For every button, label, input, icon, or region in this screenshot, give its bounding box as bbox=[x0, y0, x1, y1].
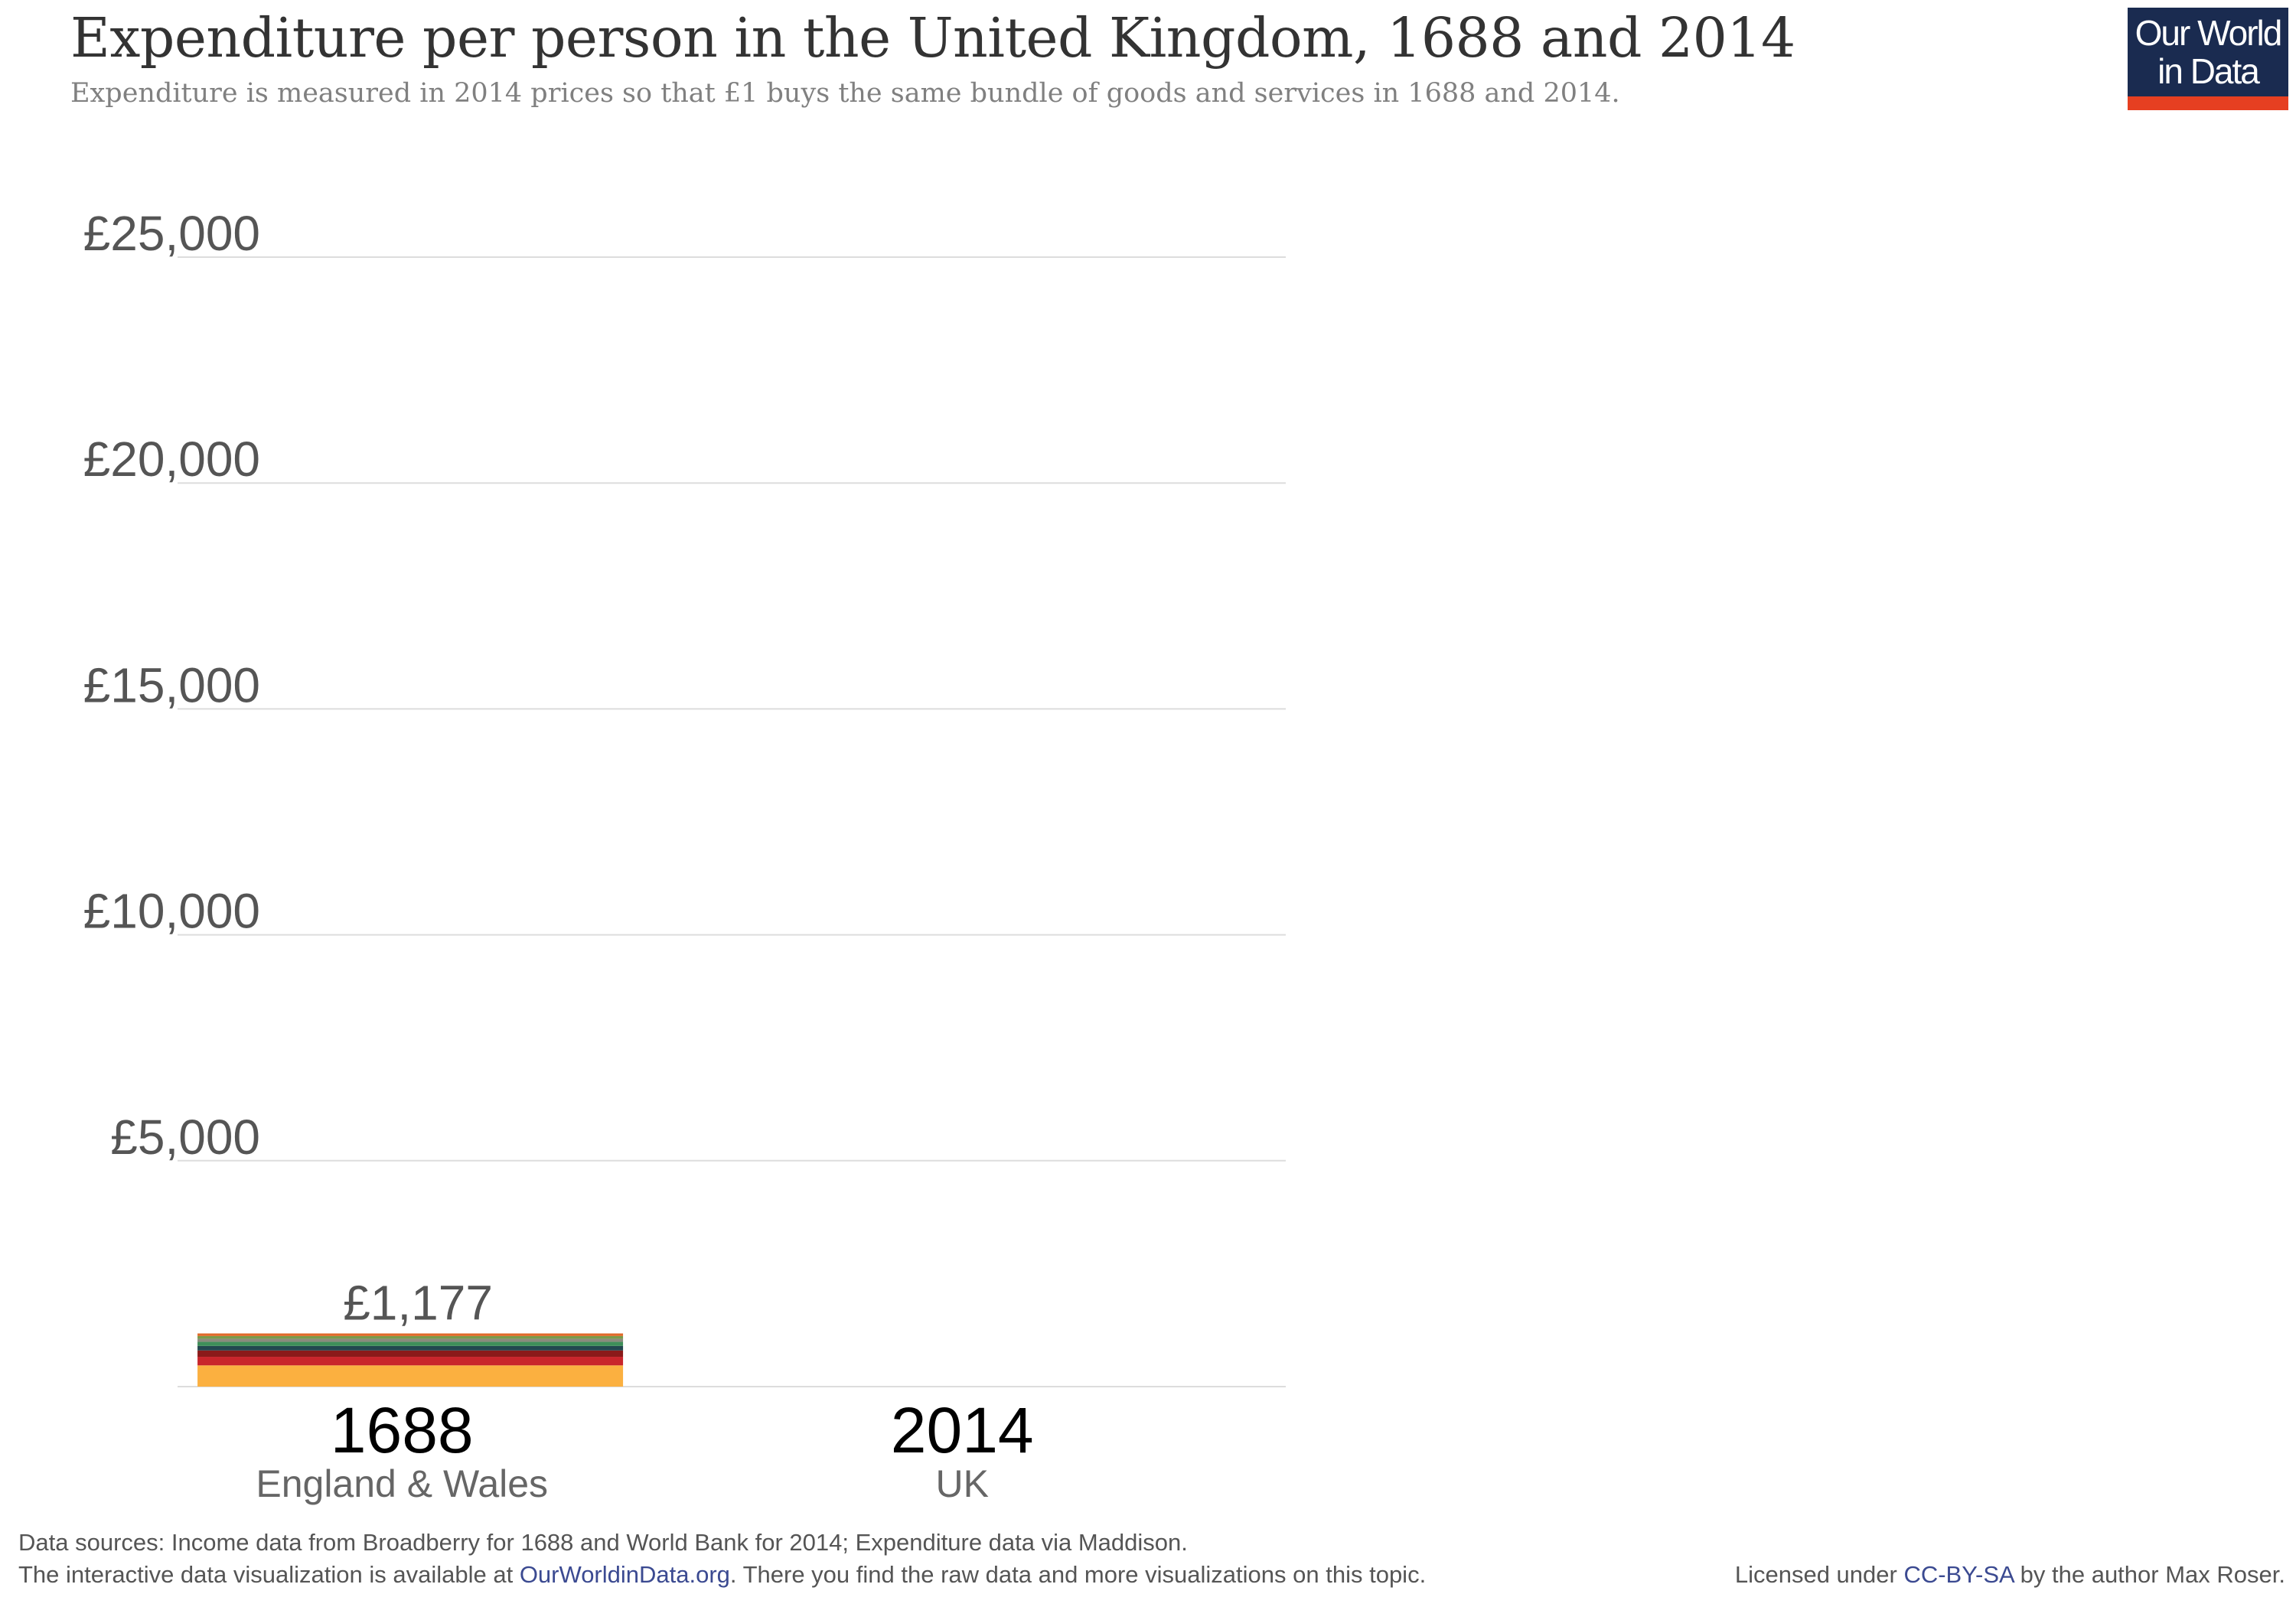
footer-interactive-suffix: . There you find the raw data and more v… bbox=[729, 1561, 1427, 1588]
footer-license-prefix: Licensed under bbox=[1734, 1561, 1904, 1588]
footer-interactive: The interactive data visualization is av… bbox=[18, 1561, 1426, 1589]
footer-license-suffix: by the author Max Roser. bbox=[2014, 1561, 2285, 1588]
bar-segment bbox=[197, 1335, 624, 1339]
logo-line-1: Our World bbox=[2135, 13, 2283, 53]
y-tick-label: £10,000 bbox=[83, 884, 260, 939]
license-link[interactable]: CC-BY-SA bbox=[1903, 1561, 2014, 1588]
chart-subtitle: Expenditure is measured in 2014 prices s… bbox=[70, 78, 1620, 109]
x-category-label: 1688 bbox=[331, 1394, 474, 1466]
y-tick-label: £15,000 bbox=[83, 657, 260, 712]
y-tick-label: £20,000 bbox=[83, 432, 260, 487]
logo-line-2: in Data bbox=[2157, 51, 2260, 91]
footer-interactive-prefix: The interactive data visualization is av… bbox=[18, 1561, 520, 1588]
owid-logo[interactable]: Our World in Data bbox=[2128, 8, 2288, 110]
x-category-sublabel: England & Wales bbox=[256, 1462, 548, 1505]
y-tick-label: £25,000 bbox=[83, 206, 260, 261]
y-tick-label: £5,000 bbox=[110, 1110, 260, 1165]
bar-segment bbox=[197, 1357, 624, 1366]
bar-segment bbox=[197, 1365, 624, 1387]
chart-title: Expenditure per person in the United Kin… bbox=[70, 6, 1795, 70]
owid-link[interactable]: OurWorldinData.org bbox=[519, 1561, 730, 1588]
bar-segment bbox=[197, 1341, 624, 1346]
x-category-sublabel: UK bbox=[935, 1462, 988, 1505]
bar-total-label: £1,177 bbox=[343, 1276, 493, 1331]
bar-segment bbox=[197, 1333, 624, 1336]
footer-sources: Data sources: Income data from Broadberr… bbox=[18, 1529, 1188, 1556]
bar-segment bbox=[197, 1350, 624, 1358]
x-category-label: 2014 bbox=[891, 1394, 1034, 1466]
owid-logo-text: Our World in Data bbox=[2135, 13, 2283, 91]
bar-segment bbox=[197, 1338, 624, 1342]
footer-license: Licensed under CC-BY-SA by the author Ma… bbox=[1735, 1561, 2285, 1589]
bar-segment bbox=[197, 1345, 624, 1351]
